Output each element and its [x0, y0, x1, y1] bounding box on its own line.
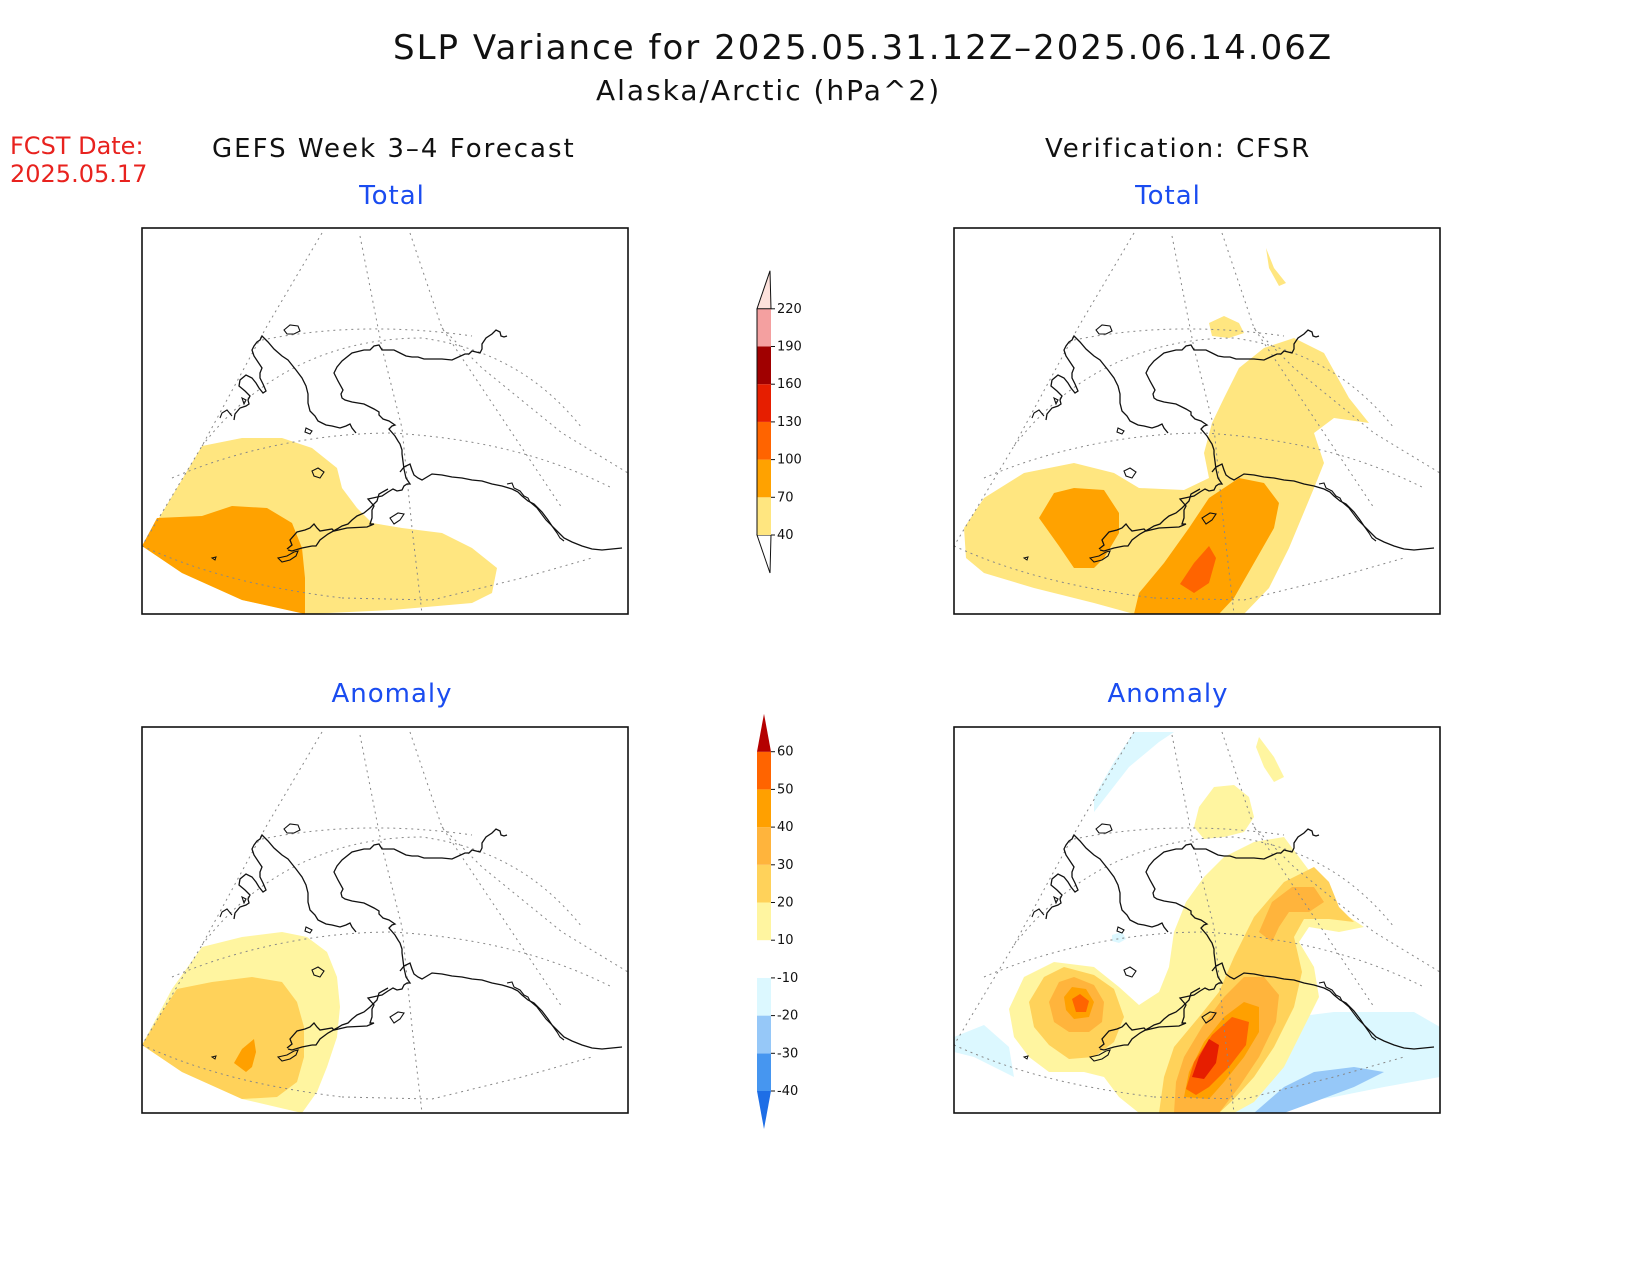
colorbar-total-box [757, 497, 771, 535]
shading-verification-anomaly-60 [1192, 1039, 1219, 1079]
shading-forecast-anomaly-20 [142, 977, 304, 1099]
shading-forecast-total-70 [142, 506, 305, 614]
map-panel-forecast-total [141, 227, 629, 615]
column-title-verification: Verification: CFSR [1045, 134, 1312, 164]
shading-forecast-anomaly-30 [234, 1039, 256, 1072]
colorbar-anomaly-tick-label: 50 [777, 782, 794, 797]
colorbar-total: 40 70 100 130 160 190 220 [756, 270, 802, 574]
colorbar-total-tick-label: 220 [777, 302, 802, 317]
colorbar-total-tick-label: 190 [777, 340, 802, 355]
map-panel-verification-anomaly [953, 726, 1441, 1114]
colorbar-anomaly-box [757, 940, 771, 978]
shading-verification-anomaly-30-north [1259, 887, 1324, 942]
shading-verification-anomaly-neg10-north [1094, 732, 1174, 812]
colorbar-total-box [757, 459, 771, 498]
map-panel-verification-total [953, 227, 1441, 615]
colorbar-anomaly-tick-label: 10 [777, 933, 794, 948]
map-panel-forecast-anomaly [141, 726, 629, 1114]
panel-label-forecast-total: Total [359, 181, 425, 211]
colorbar-anomaly-tick-label: -10 [777, 971, 798, 986]
colorbar-total-box [757, 308, 771, 347]
shading-verification-anomaly-50-west [1072, 994, 1089, 1012]
shading-verification-anomaly-neg10-west [954, 1025, 1014, 1077]
panel-label-forecast-anomaly: Anomaly [331, 679, 453, 709]
shading-verification-total-100 [1180, 546, 1216, 593]
sub-title: Alaska/Arctic (hPa^2) [596, 74, 942, 107]
colorbar-anomaly-box [757, 1015, 771, 1054]
panel-label-verification-total: Total [1135, 181, 1201, 211]
shading-verification-anomaly-neg20 [1254, 1067, 1384, 1113]
colorbar-anomaly-box [757, 902, 771, 941]
colorbar-anomaly-box [757, 864, 771, 903]
forecast-date-value: 2025.05.17 [10, 160, 148, 188]
colorbar-anomaly-tick-label: 20 [777, 896, 794, 911]
colorbar-anomaly-tick-label: 60 [777, 745, 794, 760]
shading-verification-total-40-blob-a [1209, 316, 1244, 338]
shading-verification-total-70-east [1134, 478, 1279, 614]
shading-verification-anomaly-10-north [1194, 785, 1254, 839]
column-title-forecast: GEFS Week 3–4 Forecast [212, 134, 576, 164]
main-title: SLP Variance for 2025.05.31.12Z–2025.06.… [393, 28, 1334, 68]
colorbar-anomaly-tick-label: 40 [777, 820, 794, 835]
shading-verification-anomaly-10-ne [1256, 737, 1284, 782]
colorbar-total-arrow-high [756, 270, 772, 310]
colorbar-total-box [757, 384, 771, 422]
shading-verification-anomaly-neg10-dot [1112, 932, 1126, 943]
colorbar-anomaly-tick-label: -30 [777, 1046, 798, 1061]
forecast-date-label: FCST Date: [10, 132, 144, 160]
colorbar-anomaly-box [757, 827, 771, 865]
colorbar-anomaly-box [757, 1053, 771, 1091]
colorbar-total-tick-label: 40 [777, 528, 794, 543]
colorbar-anomaly-box [757, 977, 771, 1016]
colorbar-total-tick-label: 160 [777, 377, 802, 392]
colorbar-anomaly-tick-label: -20 [777, 1009, 798, 1024]
shading-verification-total-70-west [1039, 488, 1119, 568]
colorbar-anomaly-arrow-low [757, 1091, 771, 1129]
colorbar-anomaly-box [757, 789, 771, 828]
colorbar-total-tick-label: 130 [777, 415, 802, 430]
shading-verification-total-40-blob-b [1266, 248, 1286, 286]
colorbar-total-tick-label: 70 [777, 490, 794, 505]
colorbar-total-box [757, 346, 771, 385]
colorbar-total-box [757, 421, 771, 460]
colorbar-anomaly-tick-label: 30 [777, 858, 794, 873]
panel-label-verification-anomaly: Anomaly [1107, 679, 1229, 709]
colorbar-total-tick-label: 100 [777, 453, 802, 468]
colorbar-anomaly: -40 -30 -20 -10 10 20 30 40 50 60 [757, 713, 798, 1129]
colorbar-total-arrow-low [756, 534, 772, 574]
colorbar-anomaly-tick-label: -40 [777, 1084, 798, 1099]
colorbar-anomaly-box [757, 751, 771, 790]
colorbar-anomaly-arrow-high [757, 713, 771, 752]
